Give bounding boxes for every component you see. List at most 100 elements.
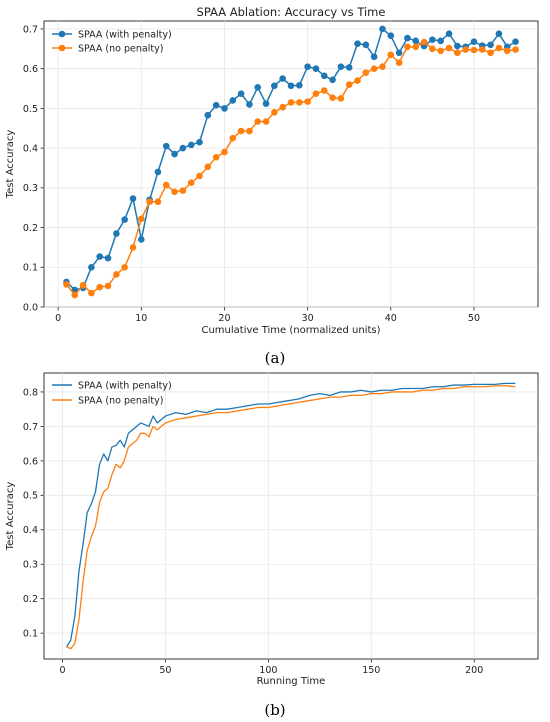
y-tick-label: 0.8	[23, 387, 38, 398]
data-point-no-penalty	[287, 99, 295, 106]
data-point-with-penalty	[212, 101, 220, 109]
data-point-no-penalty	[462, 46, 469, 53]
data-point-with-penalty	[296, 82, 303, 89]
data-point-with-penalty	[379, 25, 386, 33]
data-point-with-penalty	[329, 76, 336, 84]
data-point-no-penalty	[187, 179, 195, 186]
data-point-with-penalty	[246, 101, 253, 108]
data-point-with-penalty	[495, 30, 503, 38]
data-point-no-penalty	[146, 198, 153, 206]
plot-area-a	[43, 20, 539, 308]
data-point-with-penalty	[445, 30, 453, 38]
x-tick-label: 100	[259, 665, 277, 676]
data-point-with-penalty	[104, 254, 112, 262]
data-point-no-penalty	[429, 45, 436, 53]
data-point-no-penalty	[503, 47, 511, 55]
data-point-no-penalty	[138, 215, 145, 223]
data-point-with-penalty	[138, 236, 145, 243]
grid-a	[44, 21, 538, 308]
ticks-a: 0 10 20 30 40 50 0.0 0.1 0.2 0.3 0.4 0.5 0.6 0.7	[23, 24, 480, 324]
chart-title-a: SPAA Ablation: Accuracy vs Time	[197, 5, 386, 19]
data-point-with-penalty	[179, 144, 187, 152]
data-point-with-penalty	[362, 41, 370, 49]
legend-marker-with-penalty-a	[58, 30, 66, 38]
data-point-with-penalty	[221, 105, 228, 112]
legend-label-no-penalty-a: SPAA (no penalty)	[78, 44, 163, 55]
data-point-no-penalty	[312, 90, 320, 97]
data-point-with-penalty	[404, 34, 411, 42]
chart-a: 0 10 20 30 40 50 0.0 0.1 0.2 0.3 0.4 0.5 0.6 0.7 SPAA…	[5, 5, 539, 367]
y-tick-label: 0.0	[23, 302, 38, 313]
y-tick-label: 0.2	[23, 223, 38, 234]
y-tick-label: 0.4	[23, 144, 38, 155]
legend-label-with-penalty-b: SPAA (with penalty)	[78, 381, 172, 392]
data-point-with-penalty	[312, 65, 320, 72]
data-point-no-penalty	[512, 46, 519, 53]
data-point-no-penalty	[212, 153, 220, 161]
data-point-no-penalty	[121, 263, 128, 271]
series-line-with-penalty	[66, 382, 516, 648]
data-point-with-penalty	[279, 75, 286, 82]
x-tick-label: 0	[60, 665, 66, 676]
ticks-b: 0 50 100 150 200 0.1 0.2 0.3 0.4 0.5 0.6 0.7 0.8	[23, 387, 483, 676]
series-layer-a	[63, 25, 519, 299]
data-point-no-penalty	[304, 98, 311, 105]
y-tick-label: 0.1	[23, 263, 38, 274]
y-tick-label: 0.1	[23, 629, 38, 640]
caption-a: (a)	[265, 349, 286, 367]
y-tick-label: 0.7	[23, 422, 38, 433]
data-point-with-penalty	[512, 38, 519, 45]
data-point-with-penalty	[337, 63, 345, 70]
data-point-no-penalty	[196, 172, 203, 180]
data-point-no-penalty	[437, 47, 444, 55]
data-point-no-penalty	[387, 51, 395, 59]
data-point-no-penalty	[354, 77, 361, 84]
data-point-with-penalty	[287, 82, 295, 90]
data-point-no-penalty	[246, 127, 253, 135]
y-tick-label: 0.5	[23, 491, 38, 502]
data-point-with-penalty	[154, 168, 162, 176]
data-point-no-penalty	[162, 181, 170, 189]
chart-b: 0 50 100 150 200 0.1 0.2 0.3 0.4 0.5 0.6 0.7 0.8 Run…	[5, 372, 539, 719]
data-point-no-penalty	[454, 49, 461, 57]
data-point-with-penalty	[370, 53, 378, 61]
data-point-no-penalty	[229, 134, 237, 142]
data-point-no-penalty	[179, 187, 187, 194]
legend-label-no-penalty-b: SPAA (no penalty)	[78, 396, 163, 407]
legend-b: SPAA (with penalty) SPAA (no penalty)	[52, 381, 172, 407]
data-point-no-penalty	[171, 188, 178, 196]
data-point-no-penalty	[404, 43, 411, 51]
data-point-no-penalty	[129, 244, 137, 251]
data-point-no-penalty	[237, 127, 245, 135]
y-tick-label: 0.3	[23, 183, 38, 194]
x-tick-label: 0	[55, 313, 61, 324]
data-point-no-penalty	[395, 59, 403, 67]
data-point-no-penalty	[379, 63, 386, 70]
data-point-with-penalty	[204, 111, 212, 119]
data-point-with-penalty	[345, 64, 353, 71]
data-point-with-penalty	[113, 230, 120, 237]
legend-label-with-penalty-a: SPAA (with penalty)	[78, 30, 172, 41]
data-point-no-penalty	[478, 46, 486, 53]
data-point-with-penalty	[171, 150, 178, 158]
y-tick-label: 0.7	[23, 24, 38, 35]
x-tick-label: 50	[468, 313, 480, 324]
data-point-with-penalty	[320, 72, 328, 80]
data-point-with-penalty	[187, 141, 195, 149]
y-tick-label: 0.4	[23, 525, 38, 536]
x-tick-label: 30	[302, 313, 314, 324]
data-point-with-penalty	[254, 84, 262, 91]
data-point-with-penalty	[271, 82, 278, 90]
data-point-no-penalty	[71, 291, 79, 299]
data-point-no-penalty	[79, 281, 87, 289]
data-point-no-penalty	[113, 271, 120, 278]
data-point-no-penalty	[345, 81, 353, 88]
data-point-no-penalty	[420, 38, 428, 46]
data-point-with-penalty	[395, 49, 403, 57]
data-point-with-penalty	[429, 36, 436, 43]
data-point-with-penalty	[470, 38, 478, 45]
x-tick-label: 150	[362, 665, 380, 676]
x-tick-label: 10	[135, 313, 147, 324]
x-tick-label: 200	[465, 665, 483, 676]
